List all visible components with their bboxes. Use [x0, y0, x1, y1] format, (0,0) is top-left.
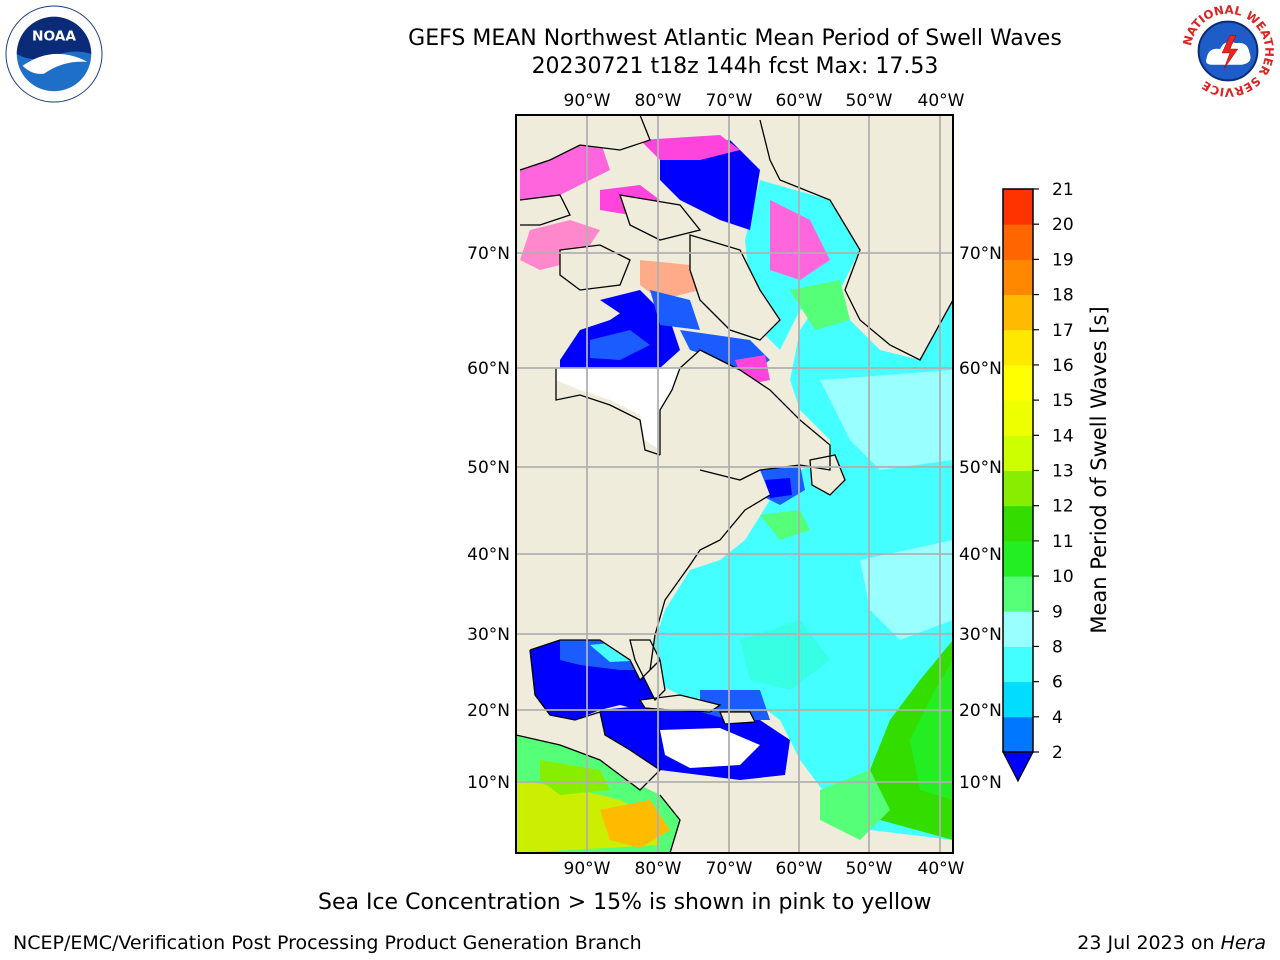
map-title: GEFS MEAN Northwest Atlantic Mean Period…	[408, 26, 1062, 51]
colorbar-tick-label: 11	[1052, 532, 1074, 552]
colorbar-label: Mean Period of Swell Waves [s]	[1087, 306, 1111, 633]
map-border	[515, 114, 954, 854]
colorbar-segment	[1003, 294, 1033, 331]
colorbar-tick-label: 20	[1052, 215, 1074, 235]
lat-label: 60°N	[467, 359, 510, 379]
colorbar-segment	[1003, 646, 1033, 683]
lon-label: 60°W	[776, 91, 823, 111]
sea-ice-note: Sea Ice Concentration > 15% is shown in …	[318, 890, 932, 915]
colorbar-tick-label: 9	[1052, 602, 1063, 622]
footer-credit: NCEP/EMC/Verification Post Processing Pr…	[13, 932, 642, 954]
lon-label: 50°W	[846, 91, 893, 111]
colorbar-segment	[1003, 716, 1033, 753]
lon-label: 50°W	[846, 859, 893, 879]
lat-label: 20°N	[467, 701, 510, 721]
colorbar: 2 4 6 8 9 10 11 12 13 14 15 16 17 18 19 20 21 Mean Perio…	[1002, 180, 1111, 783]
lat-label: 60°N	[959, 359, 1002, 379]
lat-label: 10°N	[467, 773, 510, 793]
colorbar-tick-label: 18	[1052, 286, 1074, 306]
colorbar-tick-label: 12	[1052, 497, 1074, 517]
colorbar-tick-label: 15	[1052, 391, 1074, 411]
colorbar-segments	[1003, 189, 1033, 753]
land-north-america	[516, 368, 770, 680]
lat-label: 10°N	[959, 773, 1002, 793]
lon-label: 70°W	[706, 859, 753, 879]
colorbar-segment	[1003, 189, 1033, 225]
lon-labels-bottom: 90°W 80°W 70°W 60°W 50°W 40°W	[564, 859, 965, 879]
colorbar-under-arrow	[1002, 751, 1034, 783]
lon-label: 90°W	[564, 91, 611, 111]
colorbar-tick-label: 8	[1052, 637, 1063, 657]
colorbar-tick-label: 19	[1052, 250, 1074, 270]
lon-label: 60°W	[776, 859, 823, 879]
footer-date: 23 Jul 2023 on Hera	[1077, 932, 1266, 954]
lon-label: 80°W	[635, 91, 682, 111]
colorbar-segment	[1003, 681, 1033, 718]
gridlines	[516, 115, 953, 853]
lat-labels-left: 70°N 60°N 50°N 40°N 30°N 20°N 10°N	[467, 244, 510, 793]
colorbar-segment	[1003, 540, 1033, 577]
lon-label: 80°W	[635, 859, 682, 879]
lat-label: 40°N	[959, 545, 1002, 565]
colorbar-tick-label: 17	[1052, 321, 1074, 341]
colorbar-segment	[1003, 576, 1033, 612]
colorbar-segment	[1003, 470, 1033, 507]
colorbar-segment	[1003, 224, 1033, 260]
colorbar-ticks: 2 4 6 8 9 10 11 12 13 14 15 16 17 18 19 20 21	[1033, 180, 1074, 763]
lon-label: 40°W	[918, 859, 965, 879]
colorbar-tick-label: 2	[1052, 743, 1063, 763]
colorbar-segment	[1003, 505, 1033, 542]
noaa-logo: NOAA	[5, 5, 103, 103]
lon-labels-top: 90°W 80°W 70°W 60°W 50°W 40°W	[564, 91, 965, 111]
footer-machine: Hera	[1220, 932, 1266, 954]
colorbar-segment	[1003, 611, 1033, 647]
colorbar-tick-label: 6	[1052, 673, 1063, 693]
colorbar-segment	[1003, 435, 1033, 471]
lon-label: 40°W	[918, 91, 965, 111]
lat-labels-right: 70°N 60°N 50°N 40°N 30°N 20°N 10°N	[959, 244, 1002, 793]
map-subtitle: 20230721 t18z 144h fcst Max: 17.53	[531, 54, 939, 79]
colorbar-tick-label: 21	[1052, 180, 1074, 200]
lat-label: 20°N	[959, 701, 1002, 721]
colorbar-tick-label: 14	[1052, 426, 1074, 446]
lon-label: 70°W	[706, 91, 753, 111]
colorbar-tick-label: 13	[1052, 462, 1074, 482]
coastlines	[516, 115, 953, 853]
lat-label: 50°N	[959, 458, 1002, 478]
map-frame-fill	[516, 115, 953, 853]
colorbar-segment	[1003, 400, 1033, 436]
colorbar-tick-label: 16	[1052, 356, 1074, 376]
colorbar-tick-label: 4	[1052, 708, 1063, 728]
colorbar-segment	[1003, 259, 1033, 296]
nws-logo: NATIONAL WEATHER SERVICE	[1180, 3, 1276, 100]
colorbar-tick-label: 10	[1052, 567, 1074, 587]
colorbar-segment	[1003, 329, 1033, 366]
lon-label: 90°W	[564, 859, 611, 879]
lat-label: 30°N	[467, 625, 510, 645]
lat-label: 30°N	[959, 625, 1002, 645]
footer-date-text: 23 Jul 2023 on	[1077, 932, 1221, 954]
svg-text:NOAA: NOAA	[32, 28, 76, 44]
lat-label: 40°N	[467, 545, 510, 565]
colorbar-segment	[1003, 364, 1033, 401]
lat-label: 70°N	[467, 244, 510, 264]
lat-label: 70°N	[959, 244, 1002, 264]
lat-label: 50°N	[467, 458, 510, 478]
